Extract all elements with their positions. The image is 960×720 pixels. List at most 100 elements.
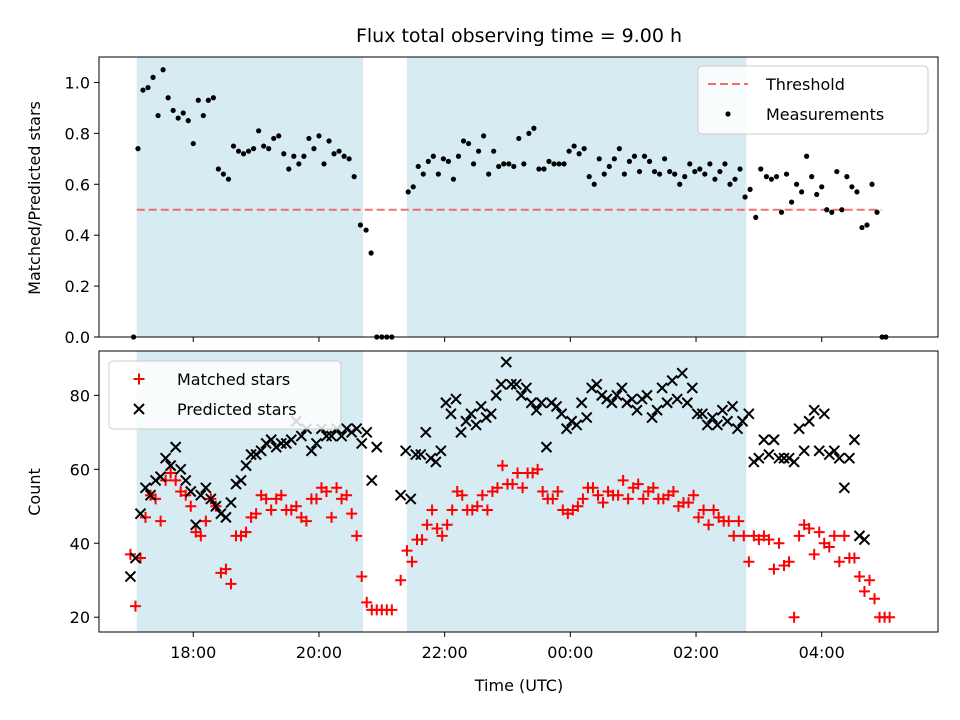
matched-star-point — [808, 548, 820, 560]
measurement-point — [200, 112, 206, 119]
predicted-star-point — [430, 456, 442, 468]
measurement-point — [651, 168, 658, 175]
matched-star-point — [763, 534, 775, 546]
predicted-star-point — [285, 434, 298, 446]
measurement-point — [180, 110, 186, 116]
x-tick-label: 02:00 — [673, 643, 719, 662]
predicted-star-point — [134, 507, 147, 520]
legend-layer: Threshold Measurements Matched stars Predic… — [108, 65, 929, 430]
predicted-star-point — [530, 404, 543, 416]
measurement-point — [571, 143, 577, 149]
predicted-star-point — [758, 434, 770, 446]
measurement-point — [410, 184, 416, 190]
x-tick-label: 04:00 — [799, 643, 845, 662]
predicted-star-point — [848, 434, 861, 446]
predicted-star-point — [591, 378, 603, 390]
predicted-star-point — [681, 397, 693, 409]
axes-frame-1 — [98, 350, 939, 633]
predicted-star-point — [275, 437, 287, 450]
observing-window-0 — [136, 57, 363, 337]
predicted-star-point — [399, 445, 412, 457]
predicted-star-point — [265, 434, 277, 446]
matched-star-point — [683, 497, 694, 509]
matched-star-point — [406, 556, 418, 568]
legend-predicted-swatch — [133, 403, 145, 415]
predicted-star-point — [335, 430, 348, 442]
matched-star-point — [863, 574, 875, 586]
matched-star-point — [612, 489, 624, 501]
measurement-point — [420, 171, 426, 177]
matched-star-point — [632, 478, 644, 490]
measurement-point — [611, 156, 617, 162]
measurement-point — [819, 184, 825, 190]
measurement-point — [215, 166, 222, 172]
matched-star-point — [200, 515, 212, 527]
measurement-point — [621, 171, 627, 177]
matched-star-point — [617, 474, 629, 486]
measurement-point — [245, 148, 252, 154]
matched-star-point — [421, 519, 433, 531]
predicted-star-point — [646, 411, 658, 424]
measurement-point — [165, 95, 171, 101]
measurement-point — [455, 153, 462, 159]
predicted-star-point — [465, 408, 477, 420]
matched-star-point — [456, 489, 468, 501]
predicted-star-point — [470, 419, 482, 431]
predicted-star-point — [666, 374, 678, 387]
y-tick-label: 0.2 — [65, 277, 90, 296]
matched-star-point — [331, 482, 343, 494]
predicted-star-point — [500, 356, 512, 368]
predicted-star-point — [753, 452, 765, 464]
predicted-star-point — [656, 382, 668, 394]
matched-star-point — [517, 482, 529, 494]
predicted-star-point — [560, 422, 573, 435]
matched-star-point — [738, 530, 750, 542]
measurement-point — [631, 153, 638, 159]
predicted-star-point — [580, 411, 593, 424]
measurement-point — [697, 166, 703, 172]
matched-star-point — [275, 489, 287, 501]
measurement-point — [526, 130, 532, 136]
matched-star-point — [853, 571, 865, 583]
measurement-point — [150, 74, 156, 80]
predicted-star-point — [716, 404, 729, 416]
matched-star-point — [446, 504, 458, 516]
predicted-star-point — [828, 445, 841, 457]
measurement-point — [235, 148, 242, 154]
x-tick-label: 22:00 — [422, 643, 468, 662]
measurement-point — [874, 209, 880, 215]
legend-measurements-label: Measurements — [766, 105, 884, 124]
measurement-point — [145, 84, 151, 91]
predicted-star-point — [350, 422, 363, 435]
measurement-point — [316, 133, 322, 139]
matched-star-point — [858, 585, 870, 597]
matched-star-point — [195, 530, 207, 542]
predicted-star-point — [415, 448, 427, 461]
measurement-point — [732, 176, 738, 182]
matched-star-point — [788, 611, 800, 623]
measurement-point — [737, 166, 743, 172]
predicted-star-point — [310, 437, 323, 450]
measurement-point — [727, 181, 733, 187]
measurement-point — [541, 166, 547, 172]
measurement-point — [601, 171, 607, 177]
measurement-point — [261, 143, 267, 149]
predicted-star-point — [798, 445, 810, 457]
measurement-point — [753, 214, 759, 220]
matched-star-point — [743, 556, 755, 568]
measurement-point — [591, 181, 597, 187]
matched-star-point — [155, 515, 167, 527]
y-tick-label: 40 — [70, 534, 90, 553]
predicted-star-point — [611, 389, 623, 402]
measurement-point — [135, 146, 141, 152]
matched-star-point — [300, 515, 312, 527]
matched-star-point — [310, 493, 322, 505]
measurement-point — [717, 168, 723, 175]
matched-star-point — [838, 530, 850, 542]
matched-star-point — [547, 493, 559, 505]
matched-star-point — [637, 493, 649, 505]
measurement-point — [470, 161, 477, 167]
predicted-star-point — [641, 389, 653, 402]
measurement-point — [240, 151, 247, 157]
measurement-point — [511, 163, 517, 170]
